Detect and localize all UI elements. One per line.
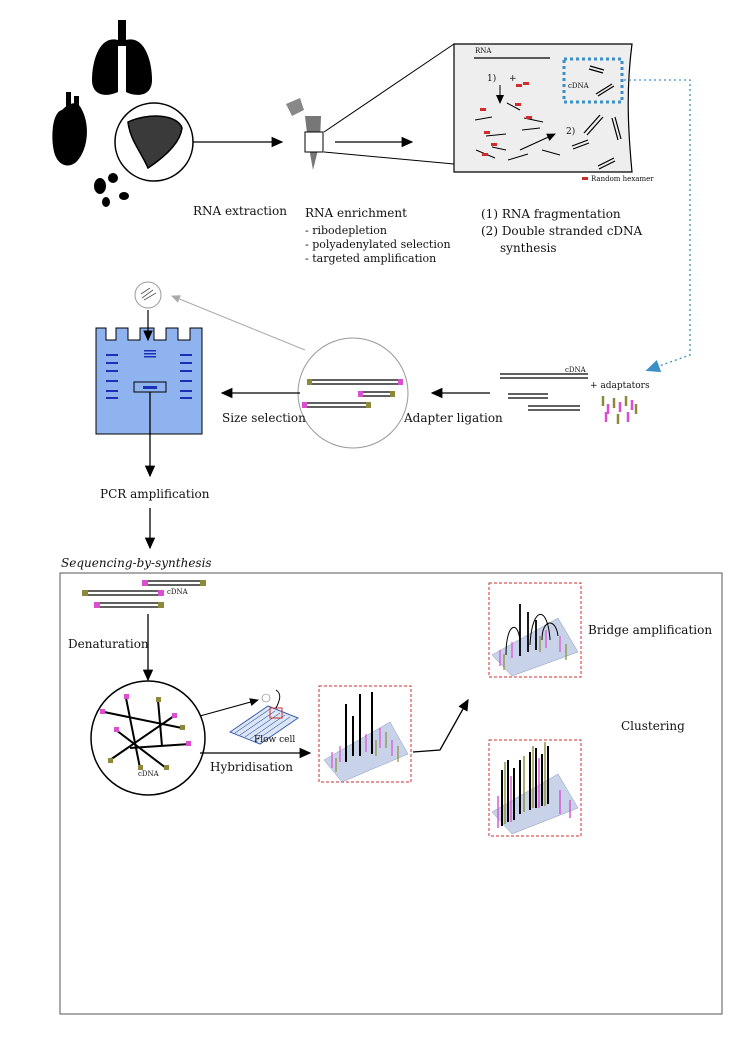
enrichment-item-targeted: - targeted amplification: [305, 252, 437, 265]
gel-zoom-circle: [134, 281, 162, 309]
zoom-step2-label: 2): [566, 127, 576, 137]
single-strand-circle: [90, 680, 206, 796]
zoom-rna-label: RNA: [475, 47, 492, 55]
sequencing-frame: [59, 572, 723, 1015]
cdna-synthesis-label-2: synthesis: [500, 241, 557, 255]
rna-enrichment-title: RNA enrichment: [305, 206, 407, 220]
fragmentation-zoom-box: [453, 43, 633, 180]
cells-icon: [94, 173, 129, 207]
zoom-step1-label: 1): [487, 74, 497, 84]
bridge-amplification-panel: [488, 582, 582, 678]
random-hexamer-legend: Random hexamer: [591, 175, 654, 183]
zoom-plus-label: +: [509, 74, 517, 84]
cdna-adapter-fragments: [500, 373, 588, 411]
adapter-ligation-label: Adapter ligation: [404, 411, 503, 425]
denaturation-cdna-label: cDNA: [167, 588, 188, 596]
bridge-amplification-label: Bridge amplification: [588, 623, 713, 637]
pcr-amplification-label: PCR amplification: [100, 487, 210, 501]
zoom-cdna-label: cDNA: [568, 82, 589, 90]
enrichment-item-ribodepletion: - ribodepletion: [305, 224, 387, 237]
denaturation-fragments: [82, 580, 206, 608]
flow-cell-label: Flow cell: [254, 735, 296, 745]
cdna-fragments: [571, 65, 622, 170]
sequencing-by-synthesis-title: Sequencing-by-synthesis: [61, 556, 212, 570]
gel-icon: [95, 327, 203, 435]
adapter-molecules: [601, 396, 638, 424]
flow-cell-icon: [228, 689, 300, 745]
denaturation-label: Denaturation: [68, 637, 149, 651]
cdna-synthesis-label: (2) Double stranded cDNA: [481, 224, 643, 238]
size-selection-label: Size selection: [222, 411, 306, 425]
liver-icon: [127, 115, 183, 170]
ligation-circle: [297, 337, 409, 449]
hexamers: [480, 82, 532, 156]
adaptators-label: + adaptators: [590, 381, 650, 391]
circle-cdna-label: cDNA: [138, 770, 159, 778]
adapters-cdna-label: cDNA: [565, 366, 586, 374]
clustering-label: Clustering: [621, 719, 685, 733]
liver-circle: [114, 102, 194, 182]
heart-icon: [52, 92, 87, 166]
lungs-icon: [92, 20, 152, 95]
fragmentation-label: (1) RNA fragmentation: [481, 207, 621, 221]
clustering-panel: [488, 739, 582, 837]
hybridisation-panel: [318, 685, 412, 783]
tube-icon: [286, 98, 324, 170]
hybridisation-label: Hybridisation: [210, 760, 293, 774]
rna-extraction-label: RNA extraction: [193, 204, 287, 218]
enrichment-item-polya: - polyadenylated selection: [305, 238, 451, 251]
